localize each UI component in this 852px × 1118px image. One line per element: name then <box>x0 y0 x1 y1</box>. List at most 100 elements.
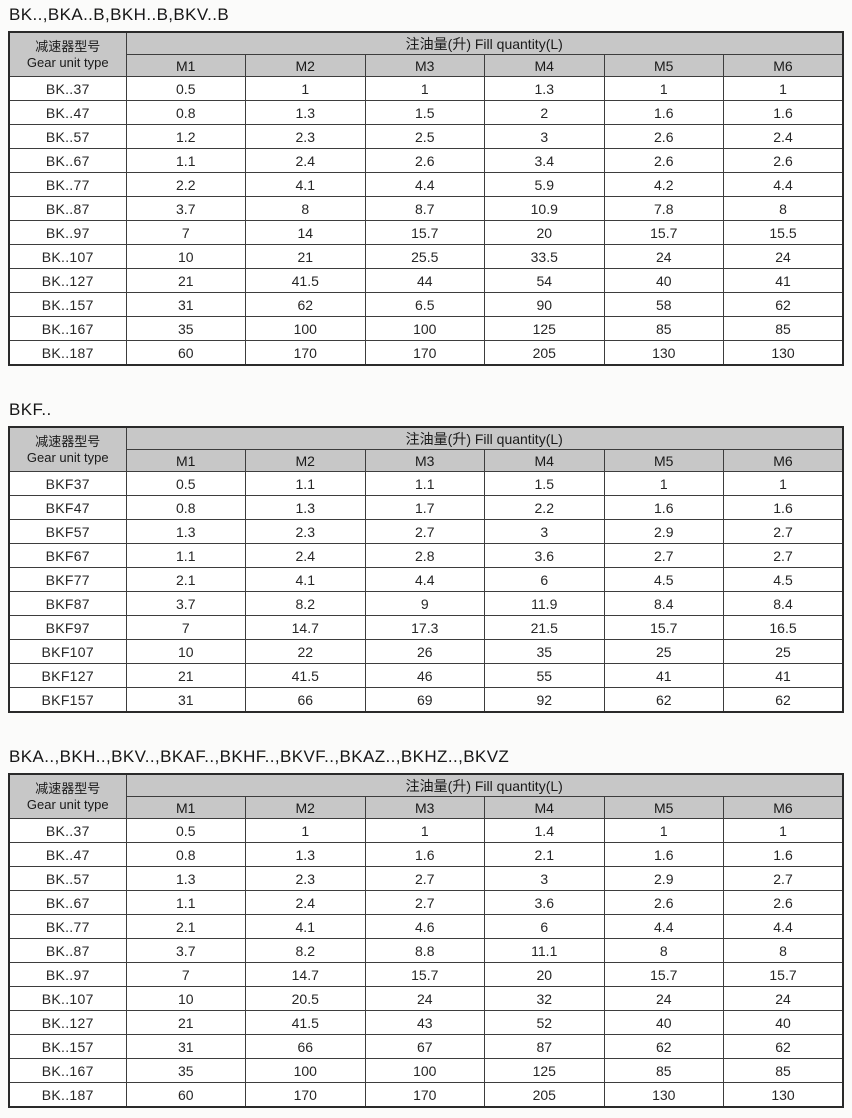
fill-value-cell: 41 <box>723 268 844 293</box>
fill-value-cell: 92 <box>484 687 605 713</box>
fill-value-cell: 0.5 <box>125 818 246 843</box>
table-row: BKF77 2.1 4.1 4.4 6 4.5 4.5 <box>8 567 844 592</box>
measure-column-header: M6 <box>723 54 844 77</box>
fill-value-cell: 4.6 <box>364 914 485 939</box>
fill-value-cell: 20 <box>484 962 605 987</box>
gear-header-en: Gear unit type <box>26 54 109 70</box>
fill-value-cell: 26 <box>364 639 485 664</box>
fill-value-cell: 9 <box>364 591 485 616</box>
fill-value-cell: 2.7 <box>364 519 485 544</box>
measure-column-header: M5 <box>603 54 724 77</box>
gear-model-cell: BK..97 <box>8 962 127 987</box>
table-section: BK..,BKA..B,BKH..B,BKV..B 减速器型号 Gear unit … <box>8 5 844 366</box>
measure-column-header: M5 <box>603 796 724 819</box>
header-row-measures: M1 M2 M3 M4 M5 M6 <box>9 54 844 77</box>
gear-header-en: Gear unit type <box>26 796 109 812</box>
fill-value-cell: 4.5 <box>723 567 844 592</box>
fill-value-cell: 4.4 <box>603 914 724 939</box>
fill-value-cell: 8 <box>603 938 724 963</box>
fill-value-cell: 130 <box>603 1082 724 1108</box>
fill-value-cell: 31 <box>125 292 246 317</box>
fill-value-cell: 2.7 <box>723 543 844 568</box>
fill-value-cell: 8 <box>245 196 366 221</box>
fill-value-cell: 32 <box>484 986 605 1011</box>
fill-value-cell: 1 <box>723 471 844 496</box>
fill-value-cell: 8.8 <box>364 938 485 963</box>
fill-value-cell: 2.7 <box>723 866 844 891</box>
fill-value-cell: 85 <box>723 316 844 341</box>
measure-column-header: M6 <box>723 449 844 472</box>
gear-header-zh: 减速器型号 <box>35 38 101 54</box>
fill-value-cell: 41 <box>723 663 844 688</box>
measure-column-header: M6 <box>723 796 844 819</box>
table-row: BK..67 1.1 2.4 2.7 3.6 2.6 2.6 <box>8 890 844 915</box>
table-row: BK..67 1.1 2.4 2.6 3.4 2.6 2.6 <box>8 148 844 173</box>
measure-column-header: M1 <box>125 796 246 819</box>
gear-unit-type-header: 减速器型号 Gear unit type <box>8 773 127 819</box>
fill-value-cell: 8 <box>723 938 844 963</box>
fill-value-cell: 5.9 <box>484 172 605 197</box>
fill-value-cell: 1.1 <box>125 890 246 915</box>
fill-value-cell: 1.2 <box>125 124 246 149</box>
fill-value-cell: 2.4 <box>245 543 366 568</box>
table-body: BK..37 0.5 1 1 1.4 1 1 BK..47 0.8 1.3 1.6 2.1 1.6 1.6… <box>8 818 844 1108</box>
fill-value-cell: 85 <box>603 316 724 341</box>
fill-value-cell: 41 <box>603 663 724 688</box>
fill-value-cell: 11.1 <box>484 938 605 963</box>
fill-quantity-table: 减速器型号 Gear unit type 注油量(升) Fill quantity(… <box>8 426 844 713</box>
fill-value-cell: 14 <box>245 220 366 245</box>
fill-value-cell: 3 <box>484 519 605 544</box>
fill-value-cell: 31 <box>125 687 246 713</box>
fill-value-cell: 8.2 <box>245 938 366 963</box>
table-row: BK..107 10 20.5 24 32 24 24 <box>8 986 844 1011</box>
fill-value-cell: 100 <box>364 1058 485 1083</box>
fill-value-cell: 85 <box>603 1058 724 1083</box>
gear-model-cell: BK..37 <box>8 76 127 101</box>
fill-value-cell: 4.4 <box>723 914 844 939</box>
header-row-top: 减速器型号 Gear unit type 注油量(升) Fill quantity(… <box>8 31 844 77</box>
fill-value-cell: 62 <box>603 687 724 713</box>
fill-value-cell: 2.1 <box>125 567 246 592</box>
fill-value-cell: 6 <box>484 567 605 592</box>
fill-value-cell: 0.8 <box>125 842 246 867</box>
table-title: BKA..,BKH..,BKV..,BKAF..,BKHF..,BKVF..,B… <box>9 747 510 766</box>
fill-value-cell: 1.6 <box>603 100 724 125</box>
fill-value-cell: 205 <box>484 340 605 366</box>
fill-value-cell: 3.4 <box>484 148 605 173</box>
gear-model-cell: BKF37 <box>8 471 127 496</box>
fill-value-cell: 1 <box>603 76 724 101</box>
fill-value-cell: 0.8 <box>125 100 246 125</box>
fill-value-cell: 2.7 <box>603 543 724 568</box>
fill-value-cell: 0.8 <box>125 495 246 520</box>
fill-value-cell: 1.3 <box>245 100 366 125</box>
fill-quantity-header: 注油量(升) Fill quantity(L) <box>125 773 844 797</box>
fill-value-cell: 2.6 <box>723 148 844 173</box>
fill-value-cell: 3 <box>484 866 605 891</box>
fill-value-cell: 14.7 <box>245 962 366 987</box>
fill-value-cell: 4.1 <box>245 172 366 197</box>
fill-value-cell: 1.7 <box>364 495 485 520</box>
fill-value-cell: 1 <box>364 818 485 843</box>
fill-value-cell: 170 <box>364 1082 485 1108</box>
table-header: 减速器型号 Gear unit type 注油量(升) Fill quantity(… <box>8 426 844 472</box>
fill-value-cell: 3.7 <box>125 938 246 963</box>
fill-value-cell: 10 <box>125 244 246 269</box>
fill-value-cell: 2.2 <box>484 495 605 520</box>
fill-value-cell: 40 <box>603 1010 724 1035</box>
fill-value-cell: 1.6 <box>364 842 485 867</box>
table-row: BK..157 31 62 6.5 90 58 62 <box>8 292 844 317</box>
header-row-measures: M1 M2 M3 M4 M5 M6 <box>9 796 844 819</box>
header-row-top: 减速器型号 Gear unit type 注油量(升) Fill quantity(… <box>8 773 844 819</box>
table-row: BK..127 21 41.5 44 54 40 41 <box>8 268 844 293</box>
table-row: BK..77 2.2 4.1 4.4 5.9 4.2 4.4 <box>8 172 844 197</box>
fill-value-cell: 170 <box>364 340 485 366</box>
fill-value-cell: 15.7 <box>723 962 844 987</box>
table-body: BK..37 0.5 1 1 1.3 1 1 BK..47 0.8 1.3 1.5 2 1.6 1.6 BK… <box>8 76 844 366</box>
fill-value-cell: 62 <box>723 1034 844 1059</box>
fill-value-cell: 170 <box>245 1082 366 1108</box>
table-row: BK..127 21 41.5 43 52 40 40 <box>8 1010 844 1035</box>
fill-quantity-header: 注油量(升) Fill quantity(L) <box>125 31 844 55</box>
measure-column-header: M2 <box>245 54 366 77</box>
gear-model-cell: BK..77 <box>8 172 127 197</box>
